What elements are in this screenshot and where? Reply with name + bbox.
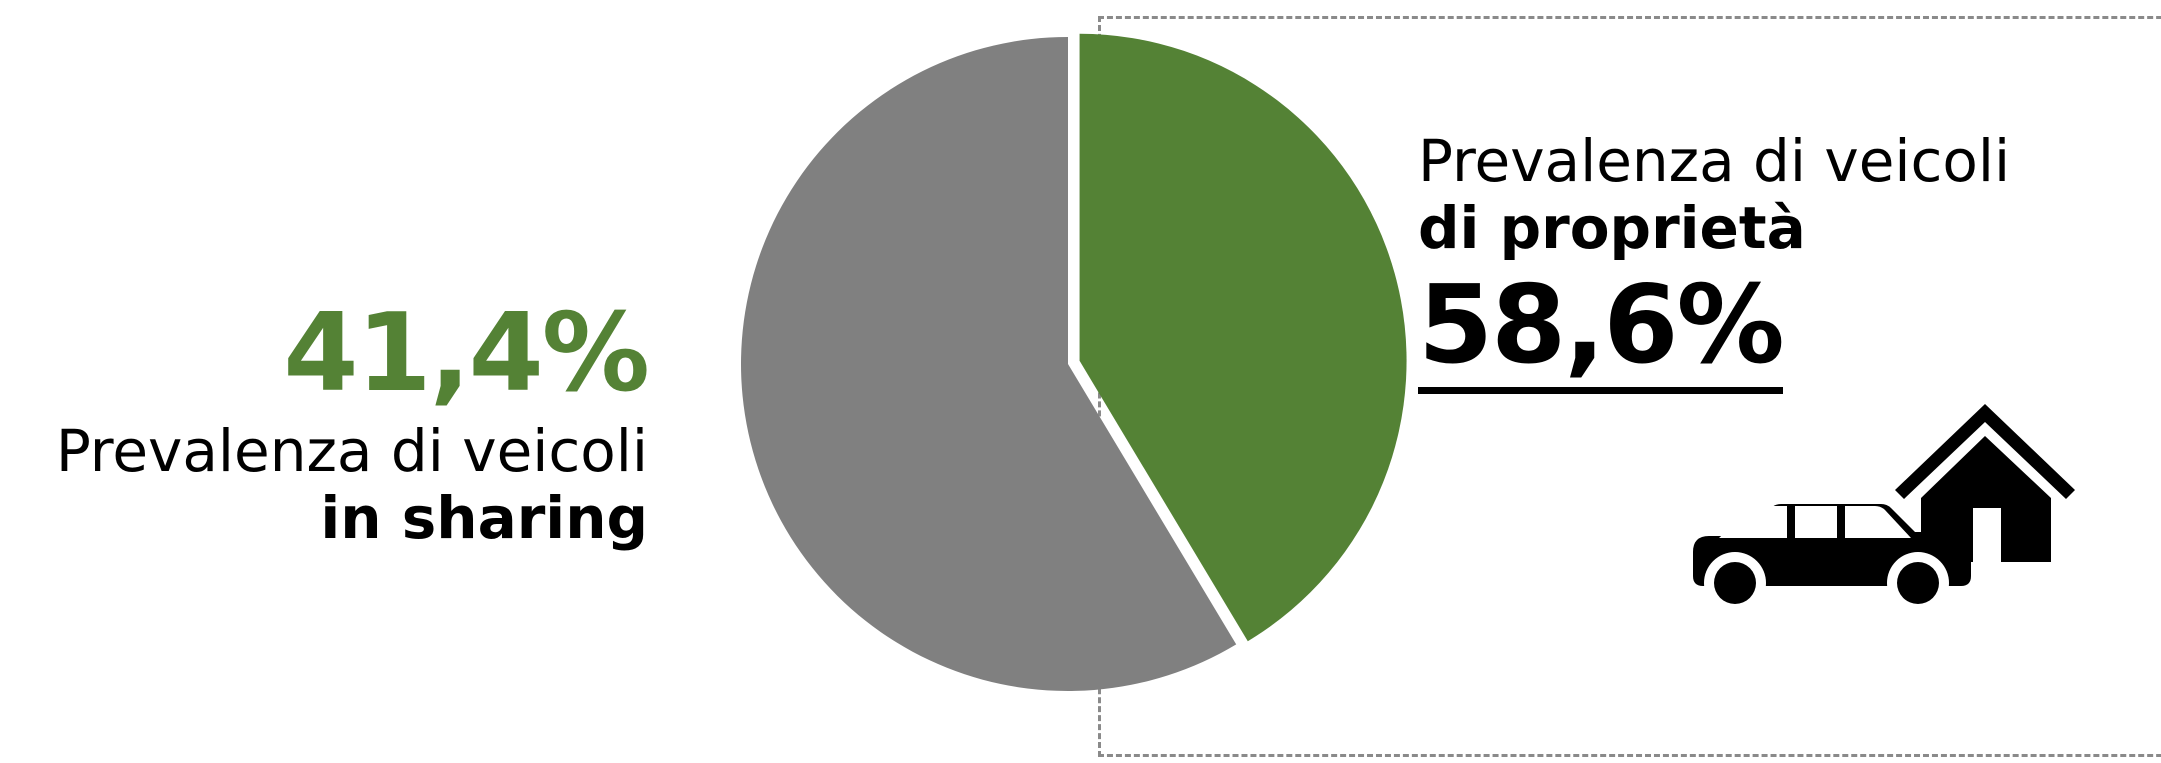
pie-slice-owned bbox=[740, 37, 1237, 691]
slice-label-sharing-line1: Prevalenza di veicoli bbox=[55, 417, 648, 485]
slice-label-owned: Prevalenza di veicoli di proprietà 58,6% bbox=[1418, 128, 2010, 394]
car-house-icons bbox=[1693, 404, 2075, 614]
slice-label-sharing-line2: in sharing bbox=[320, 483, 648, 552]
slice-label-owned-line2: di proprietà bbox=[1418, 193, 1806, 262]
data-label-sharing-value: 41,4% bbox=[283, 291, 650, 416]
car-icon bbox=[1693, 504, 1971, 614]
pie-slice-sharing bbox=[1079, 33, 1407, 642]
slice-label-owned-line1: Prevalenza di veicoli bbox=[1418, 127, 2011, 195]
slice-label-sharing: 41,4% Prevalenza di veicoli in sharing bbox=[55, 291, 650, 552]
house-icon bbox=[1895, 404, 2075, 562]
data-label-owned-value: 58,6% bbox=[1418, 269, 1785, 394]
